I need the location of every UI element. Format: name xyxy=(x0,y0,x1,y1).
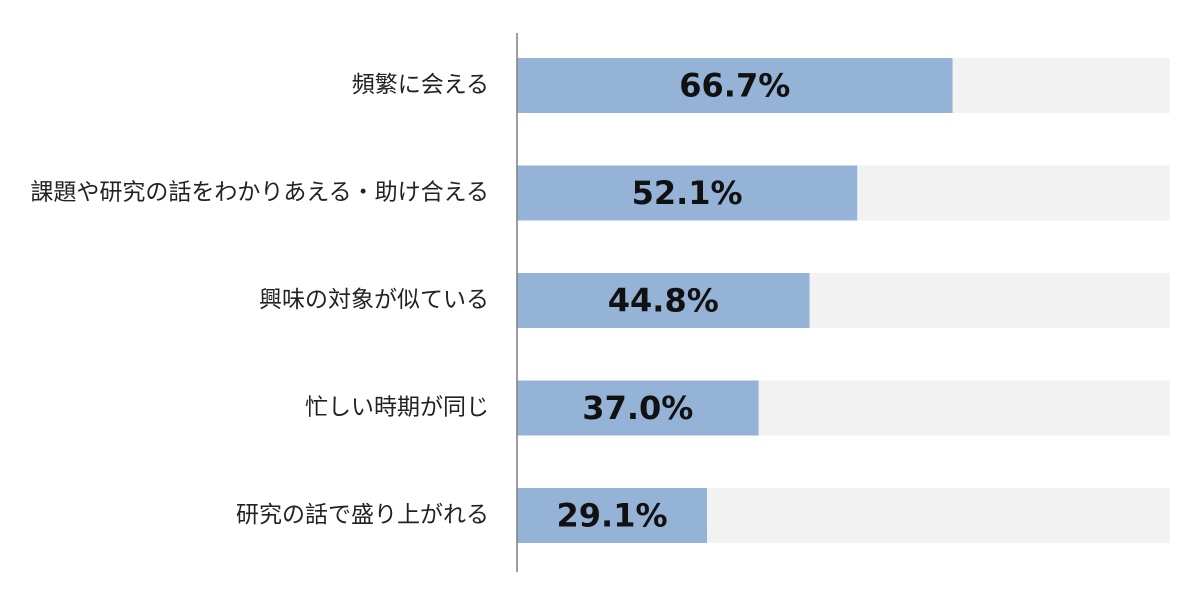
data-label: 44.8% xyxy=(608,282,719,320)
bar xyxy=(517,165,858,221)
data-label: 37.0% xyxy=(582,389,693,427)
bars xyxy=(517,58,953,543)
category-label: 忙しい時期が同じ xyxy=(305,395,489,421)
bar xyxy=(517,58,953,113)
data-label: 29.1% xyxy=(557,497,668,535)
data-label: 66.7% xyxy=(679,67,790,105)
category-labels: 頻繁に会える課題や研究の話をわかりあえる・助け合える興味の対象が似ている忙しい時… xyxy=(30,72,489,528)
data-label: 52.1% xyxy=(632,174,743,212)
bar xyxy=(517,273,810,328)
category-label: 研究の話で盛り上がれる xyxy=(236,502,489,528)
bar xyxy=(517,380,759,436)
category-label: 興味の対象が似ている xyxy=(259,287,489,313)
category-label: 課題や研究の話をわかりあえる・助け合える xyxy=(30,180,489,206)
category-label: 頻繁に会える xyxy=(352,72,489,98)
value-labels: 66.7% 52.1% 44.8% 37.0% 29.1% xyxy=(557,67,791,535)
bar xyxy=(517,488,708,543)
